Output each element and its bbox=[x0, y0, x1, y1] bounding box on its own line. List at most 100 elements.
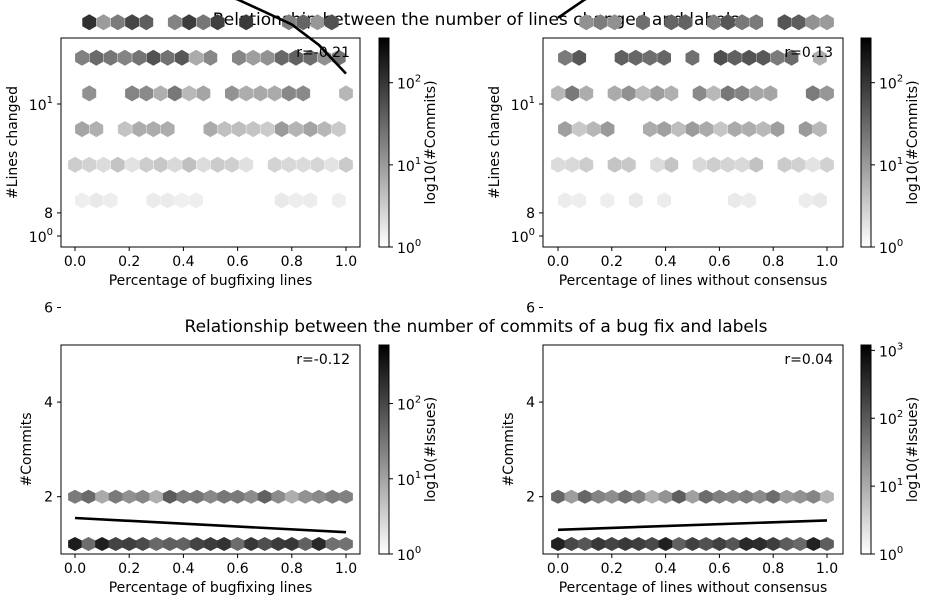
hexbin-cell bbox=[645, 489, 660, 504]
hexbin-cell bbox=[664, 156, 679, 173]
axes-frame-4 bbox=[542, 344, 844, 555]
hexbin-cell bbox=[793, 489, 807, 504]
hexbin-cell bbox=[203, 489, 218, 504]
hexbin-cell bbox=[331, 192, 346, 209]
hexbin-cell bbox=[678, 14, 693, 31]
hexbin-cell bbox=[812, 49, 827, 66]
hexbin-cell bbox=[628, 192, 643, 209]
hexbin-cell bbox=[579, 85, 594, 102]
hexbin-cell bbox=[636, 85, 650, 102]
hexbin-cell bbox=[779, 537, 794, 551]
colorbar-gradient bbox=[860, 37, 872, 248]
hexbin-cell bbox=[230, 537, 245, 551]
hexbin-cell bbox=[244, 537, 259, 551]
x-axis-label: Percentage of bugfixing lines bbox=[109, 580, 313, 596]
hexbin-cell bbox=[793, 537, 807, 551]
xtick-label: 0.8 bbox=[281, 561, 303, 577]
hexbin-cell bbox=[650, 85, 664, 102]
hexbin-cell bbox=[125, 156, 139, 173]
colorbar-gradient bbox=[860, 344, 872, 555]
xtick-label: 0.4 bbox=[172, 254, 194, 270]
hexbin-cell bbox=[325, 537, 340, 551]
colorbar-tick-label: 102 bbox=[879, 74, 903, 93]
hexbin-cell bbox=[712, 537, 727, 551]
hexbin-cell bbox=[89, 121, 104, 138]
hexbin-cell bbox=[591, 489, 606, 504]
ytick-label: 8 bbox=[44, 206, 53, 222]
suptitle-bottom: Relationship between the number of commi… bbox=[185, 317, 768, 337]
hexbin-cell bbox=[110, 156, 125, 173]
hexbin-cell bbox=[296, 85, 311, 102]
hexbin-cell bbox=[122, 489, 137, 504]
hexbin-cell bbox=[146, 121, 161, 138]
hexbin-cell bbox=[749, 85, 764, 102]
hexbin-cell bbox=[132, 49, 146, 66]
y-axis-label: #Lines changed bbox=[487, 86, 503, 199]
hexbin-cell bbox=[149, 537, 164, 551]
hexbin-cell bbox=[820, 85, 834, 102]
hexbin-cell bbox=[706, 85, 721, 102]
hexbin-cell bbox=[160, 121, 175, 138]
hexbin-cell bbox=[672, 537, 686, 551]
hexbin-cell bbox=[176, 489, 191, 504]
colorbar-4: 100 101 102 103 log10(#Issues) bbox=[860, 341, 921, 564]
hexbin-cell bbox=[643, 49, 657, 66]
colorbar-label: log10(#Commits) bbox=[905, 80, 921, 204]
hexbin-cell bbox=[75, 121, 89, 138]
xtick-label: 0.2 bbox=[601, 254, 623, 270]
hexbin-cell bbox=[572, 192, 587, 209]
hexbin-cell bbox=[699, 121, 714, 138]
hexbin-cell bbox=[82, 14, 97, 31]
hexbin-cell bbox=[95, 489, 109, 504]
panel-1: 0.00.20.40.60.81.0100101102103Percentage… bbox=[5, 0, 439, 289]
hexbin-cell bbox=[271, 489, 286, 504]
hexbin-cell bbox=[284, 537, 299, 551]
hexbin-cell bbox=[232, 121, 246, 138]
hexbin-cell bbox=[721, 14, 735, 31]
ytick-label: 2 bbox=[44, 490, 53, 506]
hexbin-cell bbox=[749, 156, 764, 173]
colorbar-gradient bbox=[378, 344, 390, 555]
hexbin-cell bbox=[167, 85, 182, 102]
hexbin-cell bbox=[312, 537, 326, 551]
hexbin-cell bbox=[812, 121, 827, 138]
hexbin-cell bbox=[692, 156, 707, 173]
hexbin-cell bbox=[593, 14, 608, 31]
hexbin-cell bbox=[658, 537, 673, 551]
hexbin-cell bbox=[565, 85, 580, 102]
hexbin-cell bbox=[122, 537, 137, 551]
hexbin-cell bbox=[551, 85, 565, 102]
hexbin-cell bbox=[289, 192, 303, 209]
hexbin-cell bbox=[752, 537, 767, 551]
hexbin-cell bbox=[190, 489, 204, 504]
hexbin-cell bbox=[125, 85, 139, 102]
colorbar-label: log10(#Issues) bbox=[905, 397, 921, 502]
hexbin-cell bbox=[196, 156, 211, 173]
xtick-label: 0.8 bbox=[762, 561, 784, 577]
hexbin-cell bbox=[317, 121, 332, 138]
xtick-label: 0.6 bbox=[708, 254, 730, 270]
hexbin-cell bbox=[182, 85, 196, 102]
hexbin-cell bbox=[267, 85, 282, 102]
hexbin-cell bbox=[742, 192, 756, 209]
hexbin-cell bbox=[739, 537, 754, 551]
xtick-label: 0.0 bbox=[64, 254, 86, 270]
hexbin-cell bbox=[578, 537, 592, 551]
hexbin-cell bbox=[600, 121, 615, 138]
hexbin-cell bbox=[176, 537, 191, 551]
hexbin-cell bbox=[298, 489, 313, 504]
hexbin-cell bbox=[81, 537, 96, 551]
hexbin-cell bbox=[225, 85, 239, 102]
hexbin-cell bbox=[614, 49, 629, 66]
hexbin-cell bbox=[636, 14, 650, 31]
colorbar-tick-label: 103 bbox=[879, 341, 903, 360]
ytick-label: 6 bbox=[44, 301, 53, 317]
hexbin-cell bbox=[117, 49, 132, 66]
hexbin-cell bbox=[621, 156, 636, 173]
hexbin-cell bbox=[310, 156, 325, 173]
hexbin-cell bbox=[749, 14, 764, 31]
x-axis-label: Percentage of bugfixing lines bbox=[109, 273, 313, 289]
colorbar-label: log10(#Commits) bbox=[423, 80, 439, 204]
